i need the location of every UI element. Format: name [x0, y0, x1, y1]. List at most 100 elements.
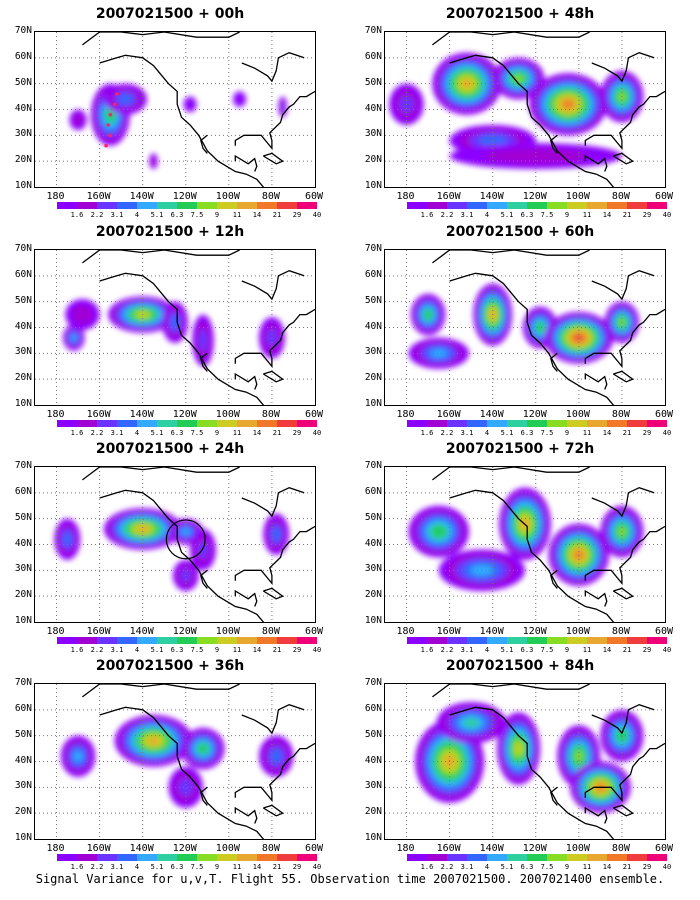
colorbar-label: 9	[214, 863, 220, 871]
figure-caption: Signal Variance for u,v,T. Flight 55. Ob…	[35, 872, 665, 886]
coastline	[584, 525, 665, 586]
colorbar-swatch	[137, 420, 157, 427]
colorbar-label: 14	[602, 211, 612, 219]
y-tick-label: 60N	[364, 268, 382, 280]
coastline	[241, 486, 305, 518]
variance-map	[385, 250, 665, 405]
variance-contour	[461, 79, 472, 89]
coastline	[612, 587, 635, 600]
colorbar	[57, 420, 317, 427]
x-tick-label: 100W	[215, 626, 240, 637]
variance-contour	[432, 526, 445, 537]
colorbar-swatch	[157, 637, 177, 644]
coastline	[234, 525, 315, 586]
coastline	[241, 51, 305, 83]
colorbar-label: 2.2	[440, 646, 454, 654]
colorbar-swatch	[237, 854, 257, 861]
colorbar-label: 40	[662, 429, 672, 437]
map-plot-area	[384, 466, 666, 623]
coastline	[584, 308, 665, 369]
coastline	[432, 250, 590, 264]
colorbar-label: 9	[564, 646, 570, 654]
x-tick-label: 140W	[479, 843, 504, 854]
variance-map	[35, 684, 315, 839]
y-tick-label: 10N	[364, 615, 382, 626]
y-tick-label: 30N	[364, 563, 382, 575]
x-tick-label: 120W	[522, 626, 547, 637]
y-tick-label: 40N	[364, 754, 382, 766]
colorbar-swatch	[587, 420, 607, 427]
colorbar-label: 29	[642, 646, 652, 654]
colorbar-swatch	[57, 202, 77, 209]
map-plot-area	[34, 249, 316, 406]
variance-contour	[72, 305, 93, 324]
colorbar-swatch	[627, 854, 647, 861]
colorbar-label: 9	[564, 863, 570, 871]
variance-contour	[183, 96, 197, 113]
colorbar-label: 40	[662, 211, 672, 219]
colorbar-swatch	[257, 637, 277, 644]
colorbar-swatch	[507, 202, 527, 209]
map-panel: 2007021500 + 48h 70N 60N 50N 40N 30N 20N 10N 180…	[350, 0, 690, 222]
colorbar-swatch	[627, 420, 647, 427]
x-tick-label: 120W	[172, 409, 197, 420]
colorbar-swatch	[97, 420, 117, 427]
colorbar-label: 3.1	[110, 211, 124, 219]
coastline	[449, 706, 615, 839]
colorbar-swatch	[407, 420, 427, 427]
colorbar-swatch	[297, 420, 317, 427]
panel-title: 2007021500 + 48h	[445, 6, 595, 22]
x-tick-label: 160W	[436, 843, 461, 854]
coastline	[432, 684, 590, 698]
coastline	[234, 742, 315, 803]
coastline	[234, 308, 315, 369]
coastline	[612, 152, 635, 165]
colorbar-swatch	[407, 637, 427, 644]
colorbar-label: 9	[564, 211, 570, 219]
colorbar-swatch	[117, 854, 137, 861]
coastline	[584, 90, 665, 151]
colorbar-label: 3.1	[460, 646, 474, 654]
colorbar-label: 21	[622, 429, 632, 437]
y-tick-label: 70N	[14, 25, 32, 36]
colorbar-label: 40	[312, 863, 322, 871]
colorbar-swatch	[97, 637, 117, 644]
colorbar-swatch	[427, 202, 447, 209]
colorbar-swatch	[137, 854, 157, 861]
x-tick-label: 120W	[522, 843, 547, 854]
colorbar-label: 1.6	[420, 211, 434, 219]
colorbar-swatch	[117, 420, 137, 427]
colorbar-swatch	[647, 637, 667, 644]
flight-track-point	[112, 102, 117, 107]
colorbar-swatch	[407, 854, 427, 861]
variance-contour	[72, 113, 84, 127]
colorbar-label: 3.1	[460, 211, 474, 219]
colorbar-label: 21	[272, 429, 282, 437]
colorbar-swatch	[627, 202, 647, 209]
x-tick-label: 180	[46, 409, 65, 420]
x-tick-label: 120W	[172, 843, 197, 854]
colorbar-swatch	[157, 420, 177, 427]
colorbar-swatch	[297, 637, 317, 644]
colorbar-label: 3.1	[110, 646, 124, 654]
y-tick-label: 60N	[14, 50, 32, 62]
coastline	[432, 467, 590, 481]
colorbar-swatch	[157, 854, 177, 861]
y-tick-label: 60N	[364, 50, 382, 62]
colorbar-swatch	[57, 854, 77, 861]
colorbar-label: 9	[214, 646, 220, 654]
coastline	[99, 54, 265, 187]
x-tick-label: 140W	[479, 626, 504, 637]
colorbar-label: 4	[484, 646, 490, 654]
variance-map	[35, 467, 315, 622]
coastline	[234, 589, 258, 607]
y-tick-label: 30N	[364, 346, 382, 358]
y-tick-label: 70N	[14, 677, 32, 688]
variance-contour	[271, 527, 281, 542]
verification-region-circle	[165, 519, 206, 560]
variance-contour	[197, 540, 209, 559]
colorbar-swatch	[547, 420, 567, 427]
y-tick-label: 10N	[14, 180, 32, 191]
coastline	[200, 786, 208, 806]
colorbar-swatch	[467, 854, 487, 861]
